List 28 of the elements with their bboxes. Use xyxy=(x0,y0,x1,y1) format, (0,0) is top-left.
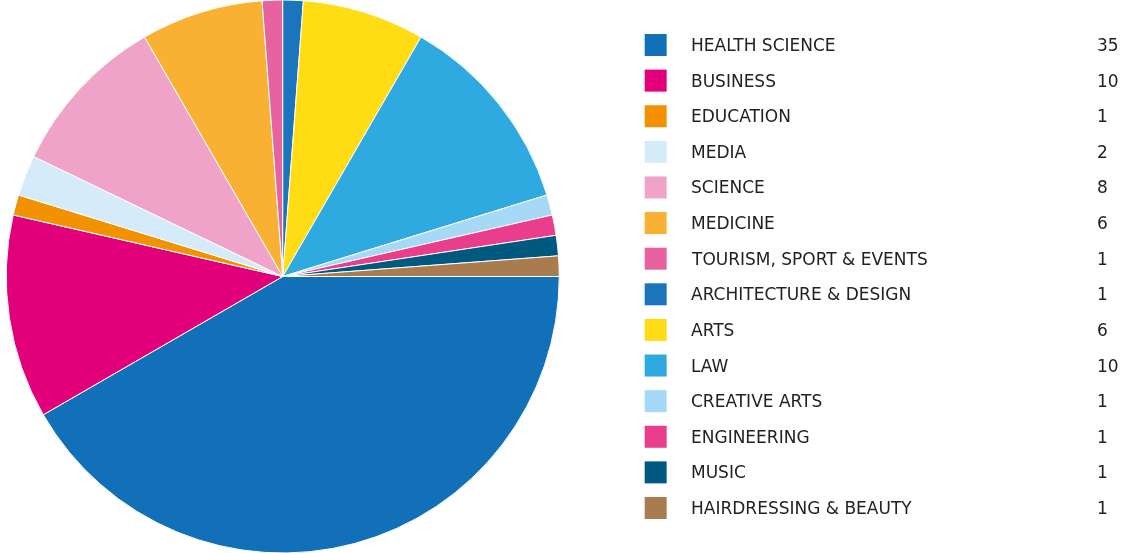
data-label: 6 xyxy=(1097,320,1108,340)
data-label: 1 xyxy=(1097,284,1108,304)
data-label: 1 xyxy=(1097,249,1108,269)
legend-label: ARCHITECTURE & DESIGN xyxy=(691,284,912,304)
legend-label: MUSIC xyxy=(691,462,746,482)
legend-label: SCIENCE xyxy=(691,177,765,197)
data-label: 35 xyxy=(1097,35,1119,55)
legend-label: BUSINESS xyxy=(691,71,776,91)
legend-label: MEDIA xyxy=(691,142,747,162)
data-label: 2 xyxy=(1097,142,1108,162)
data-label: 1 xyxy=(1097,462,1108,482)
legend-label: MEDICINE xyxy=(691,213,775,233)
legend-label: HAIRDRESSING & BEAUTY xyxy=(691,498,913,518)
legend-label: CREATIVE ARTS xyxy=(691,391,823,411)
data-label: 1 xyxy=(1097,106,1108,126)
data-label: 1 xyxy=(1097,498,1108,518)
legend-label: ARTS xyxy=(691,320,735,340)
legend-label: ENGINEERING xyxy=(691,427,810,447)
data-label: 6 xyxy=(1097,213,1108,233)
data-label: 10 xyxy=(1097,71,1119,91)
legend-label: EDUCATION xyxy=(691,106,791,126)
data-label: 10 xyxy=(1097,356,1119,376)
legend-label: HEALTH SCIENCE xyxy=(691,35,836,55)
data-label: 1 xyxy=(1097,427,1108,447)
legend-label: TOURISM, SPORT & EVENTS xyxy=(691,249,928,269)
data-label: 8 xyxy=(1097,177,1108,197)
legend-label: LAW xyxy=(691,356,729,376)
data-label: 1 xyxy=(1097,391,1108,411)
